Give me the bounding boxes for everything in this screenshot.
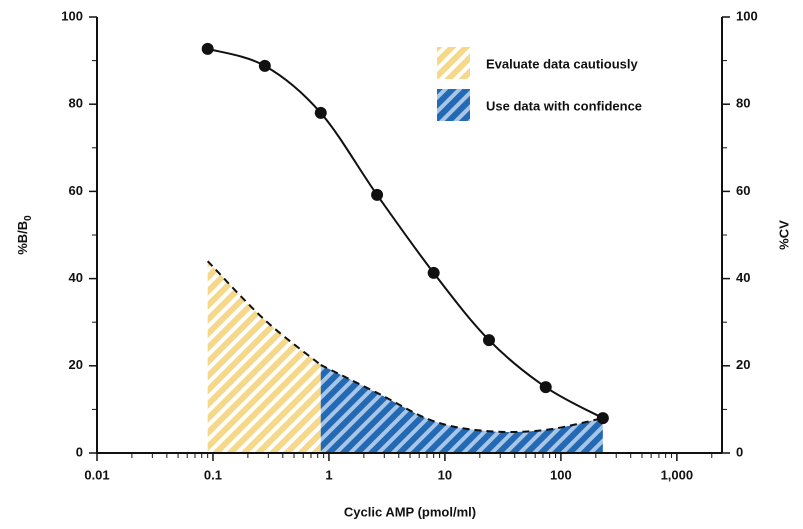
fit-curve [207, 47, 604, 419]
legend-swatch [437, 47, 470, 79]
legend-label: Evaluate data cautiously [486, 56, 638, 71]
y-tick-label: 40 [69, 270, 83, 285]
y-tick-label: 60 [69, 183, 83, 198]
data-point [539, 381, 552, 394]
cv-area [320, 364, 603, 453]
y-tick-label: 80 [69, 96, 83, 111]
y-axis-title-main: %B/B [15, 221, 30, 255]
data-point [596, 412, 609, 425]
y-axis-title: %B/B0 [15, 215, 33, 255]
x-tick-label: 10 [438, 467, 452, 482]
cv-line [206, 260, 322, 366]
cv-area [207, 261, 321, 453]
data-point [483, 334, 496, 347]
y-tick-label: 20 [69, 357, 83, 372]
x-tick-label: 0.1 [204, 467, 222, 482]
x-tick-label: 0.01 [84, 467, 109, 482]
y2-tick-label: 60 [736, 183, 750, 198]
x-axis-title: Cyclic AMP (pmol/ml) [344, 504, 476, 519]
y2-tick-label: 0 [736, 444, 743, 459]
data-point [371, 188, 384, 201]
y-tick-label: 0 [76, 444, 83, 459]
y-tick-label: 100 [61, 8, 83, 23]
x-tick-label: 100 [550, 467, 572, 482]
data-point [201, 42, 214, 55]
legend-swatch [437, 89, 470, 121]
y2-tick-label: 40 [736, 270, 750, 285]
y2-tick-label: 20 [736, 357, 750, 372]
x-tick-label: 1,000 [661, 467, 694, 482]
data-point [427, 266, 440, 279]
y2-tick-label: 80 [736, 96, 750, 111]
y-axis-title-sub: 0 [23, 215, 34, 221]
y2-axis-title: %CV [776, 220, 791, 250]
data-point [258, 59, 271, 72]
legend-label: Use data with confidence [486, 98, 642, 113]
data-point [314, 106, 327, 119]
cv-line [320, 364, 604, 433]
y2-tick-label: 100 [736, 8, 758, 23]
x-tick-label: 1 [325, 467, 332, 482]
